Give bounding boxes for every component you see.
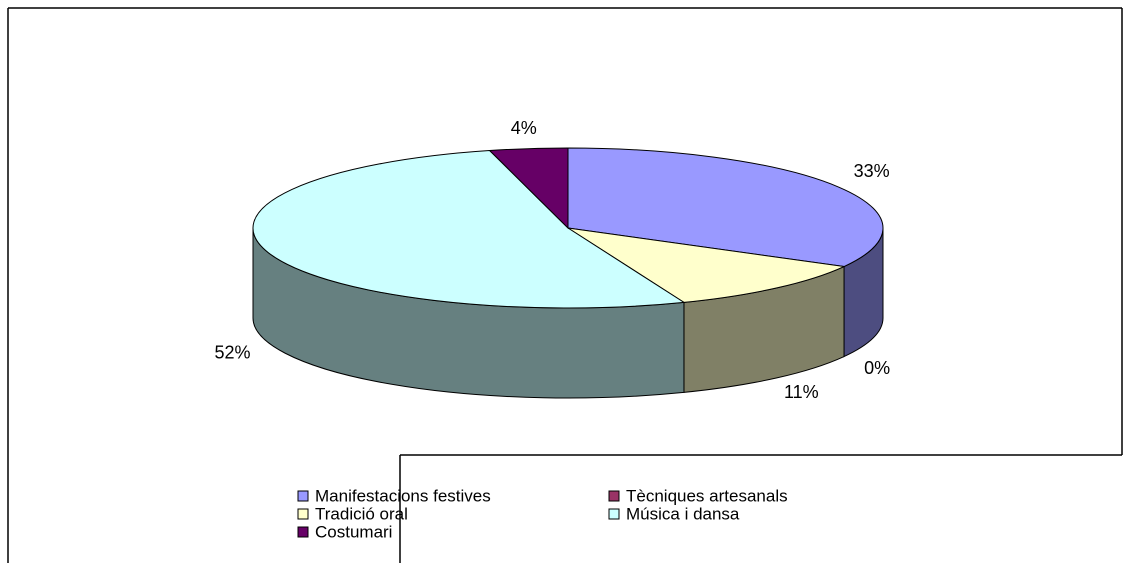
data-label: 11%	[784, 382, 819, 402]
data-label: 0%	[864, 358, 890, 378]
legend-swatch	[297, 490, 309, 502]
legend-swatch	[608, 490, 620, 502]
slice	[488, 147, 569, 230]
legend-label: Música i dansa	[626, 504, 740, 523]
legend: Manifestacions festives Tècniques artesan…	[297, 486, 788, 541]
legend-label: Manifestacions festives	[315, 486, 491, 505]
legend-swatch	[297, 526, 309, 538]
slice	[567, 227, 846, 303]
data-label: 33%	[854, 161, 890, 181]
pie-tops	[252, 147, 884, 309]
legend-label: Tradició oral	[315, 504, 408, 523]
legend-label: Costumari	[315, 522, 392, 541]
data-labels: 33% 0% 11% 52% 4%	[214, 118, 890, 402]
frame	[7, 7, 1123, 563]
slice	[567, 147, 884, 268]
legend-label: Tècniques artesanals	[626, 486, 788, 505]
slice	[252, 149, 686, 309]
data-label: 4%	[511, 118, 537, 138]
data-label: 52%	[214, 342, 250, 362]
legend-swatch	[297, 508, 309, 520]
legend-swatch	[608, 508, 620, 520]
